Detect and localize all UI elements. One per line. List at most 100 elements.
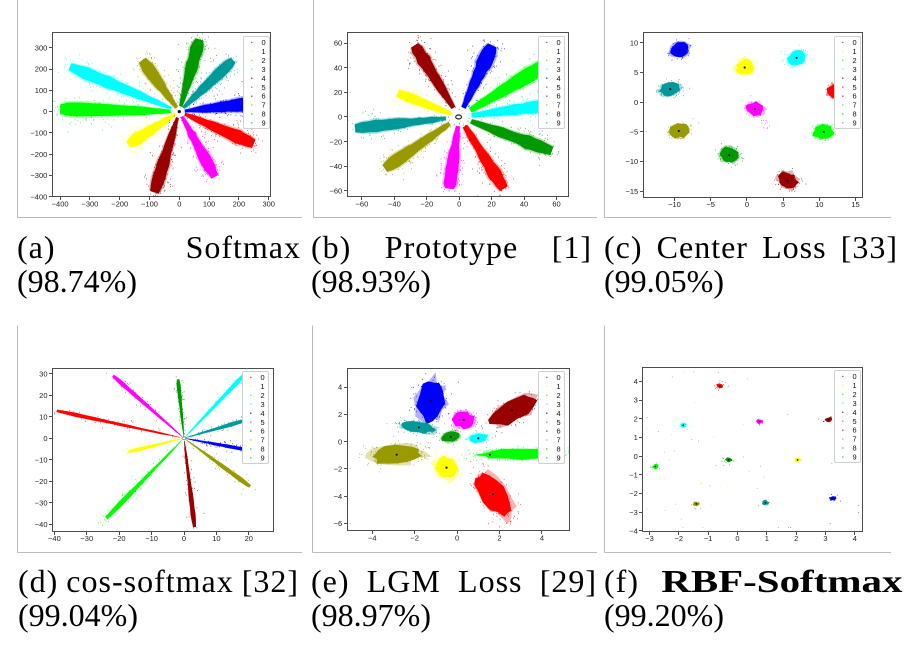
svg-text:5: 5	[853, 83, 857, 92]
svg-text:4: 4	[540, 533, 544, 542]
svg-text:1: 1	[557, 47, 561, 56]
svg-text:−30: −30	[35, 498, 48, 507]
svg-text:0: 0	[455, 533, 459, 542]
svg-text:5: 5	[557, 418, 561, 427]
svg-text:7: 7	[853, 101, 857, 110]
svg-text:−40: −40	[388, 200, 401, 209]
svg-text:5: 5	[634, 68, 638, 77]
svg-text:5: 5	[557, 83, 561, 92]
svg-text:−400: −400	[52, 199, 69, 208]
svg-text:30: 30	[39, 369, 47, 378]
svg-text:2: 2	[262, 56, 266, 65]
svg-text:2: 2	[794, 534, 798, 543]
svg-text:0: 0	[43, 434, 47, 443]
svg-text:8: 8	[557, 445, 561, 454]
svg-text:−2: −2	[334, 465, 343, 474]
svg-text:0: 0	[261, 373, 265, 382]
svg-text:3: 3	[262, 65, 266, 74]
svg-text:0: 0	[338, 113, 342, 122]
svg-text:−20: −20	[35, 477, 48, 486]
svg-text:4: 4	[634, 377, 638, 386]
svg-text:1: 1	[765, 534, 769, 543]
svg-text:6: 6	[262, 92, 266, 101]
svg-text:9: 9	[261, 454, 265, 463]
svg-text:7: 7	[557, 436, 561, 445]
svg-text:3: 3	[823, 534, 827, 543]
svg-text:4: 4	[853, 74, 857, 83]
svg-text:20: 20	[245, 534, 253, 543]
svg-text:3: 3	[634, 396, 638, 405]
svg-text:5: 5	[853, 417, 857, 426]
svg-text:1: 1	[557, 382, 561, 391]
svg-text:4: 4	[338, 383, 342, 392]
svg-text:9: 9	[557, 119, 561, 128]
svg-text:3: 3	[557, 400, 561, 409]
svg-text:−4: −4	[334, 492, 343, 501]
svg-text:100: 100	[35, 86, 48, 95]
svg-text:8: 8	[853, 110, 857, 119]
svg-text:7: 7	[262, 101, 266, 110]
svg-text:0: 0	[735, 534, 739, 543]
svg-text:−15: −15	[625, 187, 638, 196]
svg-text:−40: −40	[48, 534, 61, 543]
svg-text:6: 6	[261, 427, 265, 436]
svg-text:−1: −1	[629, 471, 638, 480]
svg-text:−10: −10	[145, 534, 158, 543]
svg-text:0: 0	[182, 534, 186, 543]
svg-text:−300: −300	[30, 171, 47, 180]
svg-text:3: 3	[853, 399, 857, 408]
svg-text:10: 10	[815, 200, 823, 209]
svg-text:−10: −10	[668, 200, 681, 209]
svg-text:4: 4	[262, 74, 266, 83]
svg-text:0: 0	[745, 200, 749, 209]
svg-text:60: 60	[552, 200, 560, 209]
svg-text:−1: −1	[704, 534, 713, 543]
svg-text:2: 2	[497, 533, 501, 542]
svg-text:2: 2	[853, 56, 857, 65]
svg-text:0: 0	[557, 373, 561, 382]
svg-text:−40: −40	[329, 162, 342, 171]
svg-text:−60: −60	[329, 187, 342, 196]
svg-text:8: 8	[261, 445, 265, 454]
svg-text:8: 8	[557, 110, 561, 119]
svg-text:−4: −4	[368, 533, 377, 542]
svg-text:−20: −20	[420, 200, 433, 209]
svg-text:60: 60	[334, 39, 342, 48]
svg-text:10: 10	[212, 534, 220, 543]
svg-text:4: 4	[261, 409, 265, 418]
svg-text:0: 0	[634, 98, 638, 107]
svg-text:1: 1	[634, 433, 638, 442]
svg-text:10: 10	[630, 38, 638, 47]
svg-text:0: 0	[338, 437, 342, 446]
svg-text:300: 300	[35, 43, 48, 52]
svg-text:4: 4	[853, 408, 857, 417]
svg-text:−5: −5	[706, 200, 715, 209]
svg-text:6: 6	[557, 427, 561, 436]
svg-text:−40: −40	[35, 520, 48, 529]
svg-text:20: 20	[39, 391, 47, 400]
svg-text:2: 2	[853, 390, 857, 399]
svg-text:3: 3	[261, 400, 265, 409]
svg-text:−2: −2	[629, 489, 638, 498]
svg-text:−60: −60	[356, 200, 369, 209]
svg-text:−300: −300	[81, 199, 98, 208]
svg-text:−400: −400	[30, 192, 47, 201]
svg-text:0: 0	[634, 452, 638, 461]
svg-text:−100: −100	[30, 129, 47, 138]
svg-text:9: 9	[853, 453, 857, 462]
svg-text:−4: −4	[629, 527, 638, 536]
svg-text:0: 0	[457, 200, 461, 209]
svg-text:0: 0	[177, 199, 181, 208]
svg-text:9: 9	[853, 119, 857, 128]
svg-text:−2: −2	[675, 534, 684, 543]
svg-text:1: 1	[853, 47, 857, 56]
svg-text:40: 40	[520, 200, 528, 209]
svg-text:−10: −10	[35, 455, 48, 464]
svg-text:6: 6	[853, 92, 857, 101]
svg-text:15: 15	[851, 200, 859, 209]
svg-text:7: 7	[853, 435, 857, 444]
svg-text:−2: −2	[410, 533, 419, 542]
svg-text:−20: −20	[113, 534, 126, 543]
svg-text:20: 20	[334, 88, 342, 97]
svg-text:7: 7	[557, 101, 561, 110]
